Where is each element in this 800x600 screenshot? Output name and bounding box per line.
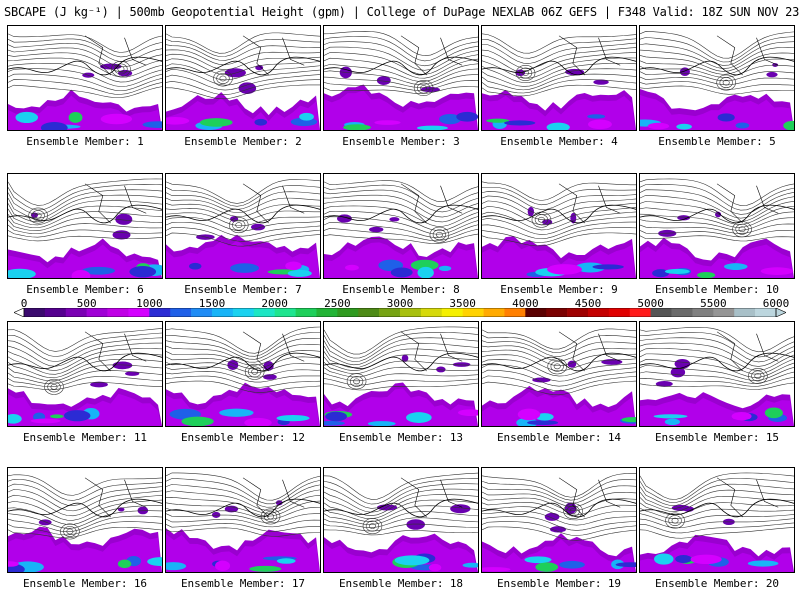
- colorbar-tick-label: 500: [76, 297, 97, 310]
- colorbar-tick-label: 4500: [574, 297, 602, 310]
- ensemble-member-label-10: Ensemble Member: 10: [655, 283, 779, 296]
- colorbar-tick-label: 1000: [136, 297, 163, 310]
- ensemble-member-map-20: [639, 467, 795, 573]
- ensemble-member-map-17: [165, 467, 321, 573]
- ensemble-member-label-1: Ensemble Member: 1: [26, 135, 144, 148]
- ensemble-member-label-19: Ensemble Member: 19: [497, 577, 621, 590]
- ensemble-member-map-13: [323, 321, 479, 427]
- ensemble-member-label-13: Ensemble Member: 13: [339, 431, 463, 444]
- ensemble-member-map-4: [481, 25, 637, 131]
- ensemble-member-label-12: Ensemble Member: 12: [181, 431, 305, 444]
- ensemble-member-label-16: Ensemble Member: 16: [23, 577, 147, 590]
- ensemble-member-map-7: [165, 173, 321, 279]
- ensemble-member-map-18: [323, 467, 479, 573]
- ensemble-member-map-16: [7, 467, 163, 573]
- colorbar-tick-label: 3500: [449, 297, 476, 310]
- colorbar-tick-label: 2000: [261, 297, 288, 310]
- colorbar-tick-label: 4000: [512, 297, 539, 310]
- ensemble-member-map-10: [639, 173, 795, 279]
- ensemble-member-label-18: Ensemble Member: 18: [339, 577, 463, 590]
- colorbar-tick-label: 6000: [762, 297, 790, 310]
- colorbar-tick-label: 0: [20, 297, 28, 310]
- colorbar-tick-label: 5000: [637, 297, 664, 310]
- ensemble-member-map-6: [7, 173, 163, 279]
- ensemble-member-label-5: Ensemble Member: 5: [658, 135, 776, 148]
- ensemble-member-label-7: Ensemble Member: 7: [184, 283, 302, 296]
- ensemble-member-map-5: [639, 25, 795, 131]
- ensemble-member-map-1: [7, 25, 163, 131]
- ensemble-member-label-11: Ensemble Member: 11: [23, 431, 147, 444]
- ensemble-member-label-15: Ensemble Member: 15: [655, 431, 779, 444]
- ensemble-member-label-2: Ensemble Member: 2: [184, 135, 302, 148]
- colorbar-scale: [14, 308, 786, 317]
- ensemble-member-map-12: [165, 321, 321, 427]
- ensemble-member-map-3: [323, 25, 479, 131]
- ensemble-member-label-20: Ensemble Member: 20: [655, 577, 779, 590]
- ensemble-member-label-4: Ensemble Member: 4: [500, 135, 618, 148]
- map-title: SBCAPE (J kg⁻¹) | 500mb Geopotential Hei…: [4, 5, 800, 19]
- colorbar-tick-label: 5500: [700, 297, 727, 310]
- ensemble-member-map-8: [323, 173, 479, 279]
- ensemble-member-map-9: [481, 173, 637, 279]
- ensemble-member-label-9: Ensemble Member: 9: [500, 283, 618, 296]
- colorbar-tick-label: 3000: [386, 297, 414, 310]
- ensemble-member-map-2: [165, 25, 321, 131]
- ensemble-member-label-14: Ensemble Member: 14: [497, 431, 621, 444]
- ensemble-member-label-6: Ensemble Member: 6: [26, 283, 144, 296]
- colorbar-tick-label: 2500: [324, 297, 351, 310]
- ensemble-member-map-14: [481, 321, 637, 427]
- ensemble-member-label-3: Ensemble Member: 3: [342, 135, 460, 148]
- ensemble-member-label-8: Ensemble Member: 8: [342, 283, 460, 296]
- ensemble-member-map-15: [639, 321, 795, 427]
- ensemble-member-label-17: Ensemble Member: 17: [181, 577, 305, 590]
- ensemble-member-map-11: [7, 321, 163, 427]
- ensemble-member-map-19: [481, 467, 637, 573]
- colorbar-tick-label: 1500: [198, 297, 226, 310]
